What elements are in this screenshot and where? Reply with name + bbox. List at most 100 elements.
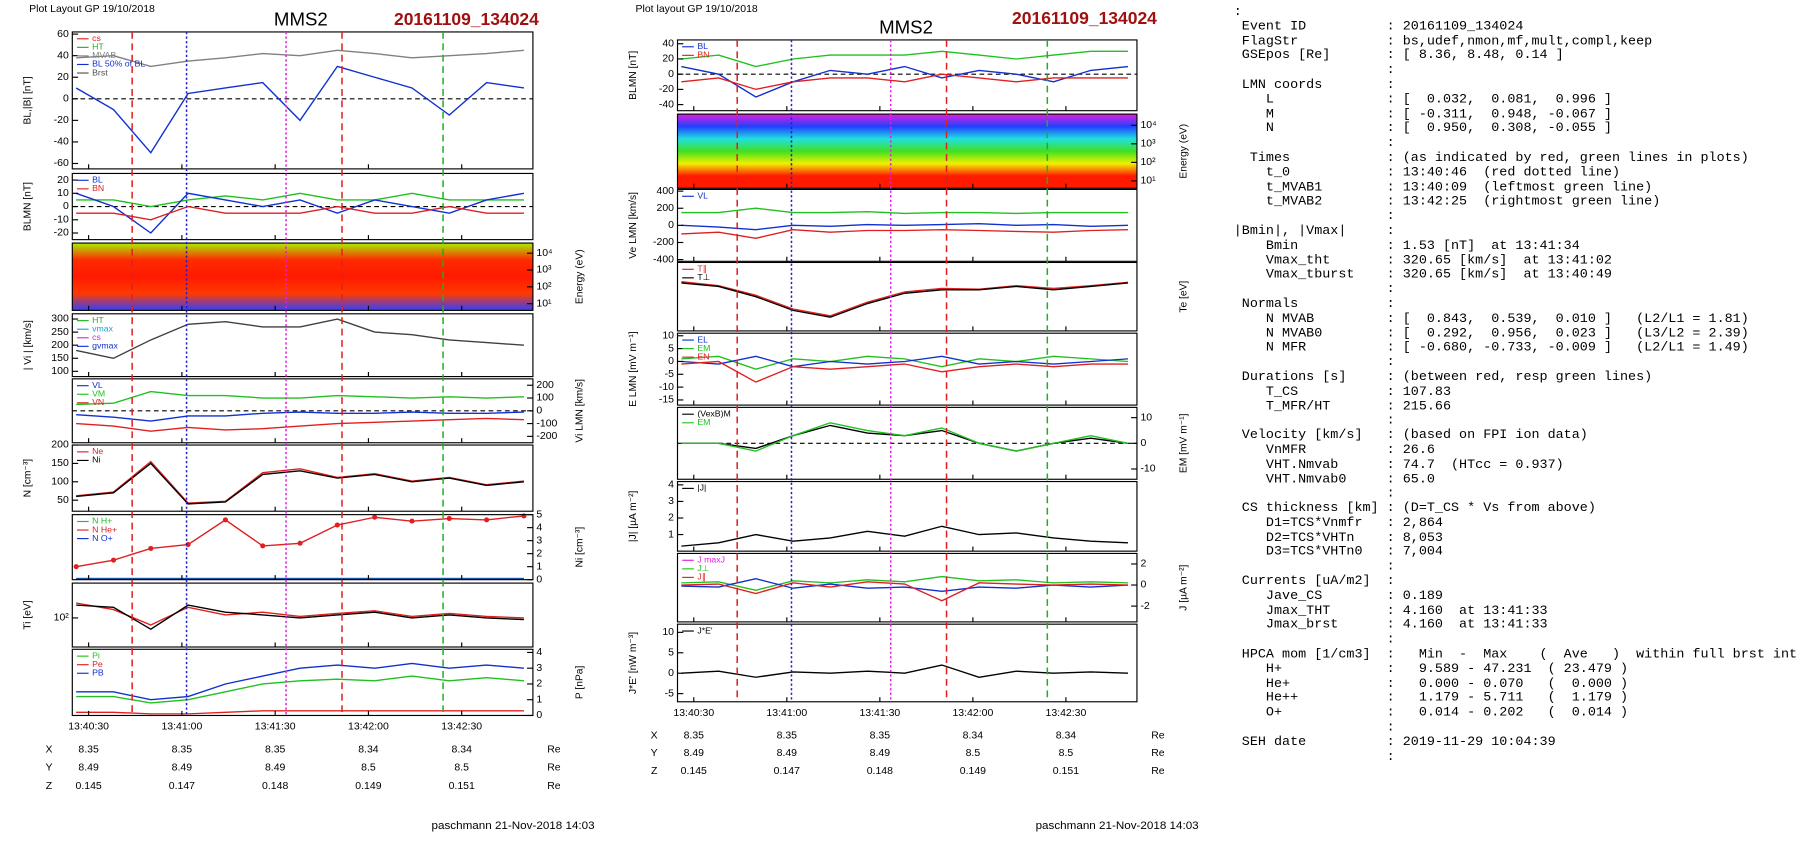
series-line — [75, 192, 525, 234]
y-tick-label: 10 — [662, 627, 674, 638]
y-tick-label: 200 — [536, 380, 554, 391]
y-axis-label: P [nPa] — [574, 666, 585, 700]
ephemeris-value: 8.34 — [358, 744, 379, 755]
series-line — [76, 602, 524, 626]
y-tick-label: -200 — [653, 237, 674, 248]
legend-label: gvmax — [92, 341, 118, 351]
y-tick-label: 0 — [536, 710, 542, 721]
info-line: t_MVAB1 : 13:40:09 (leftmost green line) — [1233, 179, 1653, 195]
x-tick-label: 13:42:30 — [1046, 708, 1087, 719]
y-tick-label: 1 — [536, 695, 542, 706]
legend-label: J maxJ — [697, 555, 725, 565]
data-point — [446, 516, 452, 522]
y-tick-label: 200 — [51, 440, 69, 451]
y-tick-label: 2 — [536, 679, 542, 690]
info-line: D1=TCS*Vnmfr : 2,864 — [1233, 515, 1443, 531]
series-line — [681, 65, 1129, 98]
y-tick-label: 200 — [657, 203, 675, 214]
y-tick-label: 0 — [1140, 438, 1146, 449]
y-axis-label: Ni [cm⁻³] — [574, 527, 585, 568]
series-line — [681, 207, 1128, 215]
series-line — [76, 192, 524, 208]
y-tick-label: -10 — [1140, 464, 1155, 475]
legend-label: HT — [92, 42, 104, 52]
header-probe: MMS2 — [879, 17, 933, 38]
legend-label: VL — [92, 380, 103, 390]
y-axis-label: BLMN [nT] — [23, 182, 34, 231]
info-line: D2=TCS*VHTn : 8,053 — [1233, 530, 1443, 546]
ephemeris-label: X — [45, 744, 52, 755]
y-axis-label: Te [eV] — [1178, 281, 1189, 313]
ephemeris-value: 8.49 — [870, 748, 891, 759]
series-line — [681, 355, 1129, 370]
info-line: Jave_CS : 0.189 — [1233, 588, 1443, 604]
y-tick-label: 0 — [63, 201, 69, 212]
series-line — [76, 411, 524, 422]
panel-frame — [71, 242, 534, 311]
info-line: |Bmin|, |Vmax| : — [1233, 223, 1395, 239]
legend-label: cs — [92, 332, 101, 342]
y-tick-label: 0 — [536, 406, 542, 417]
info-line: O+ : 0.014 - 0.202 ( 0.014 ) — [1233, 705, 1629, 721]
y-tick-label: 400 — [657, 186, 675, 197]
ephemeris-value: 0.145 — [681, 766, 707, 777]
legend-label: HT — [92, 315, 104, 325]
legend-label: Pe — [92, 659, 103, 669]
y-tick-label: 40 — [662, 39, 674, 50]
legend-label: EL — [697, 334, 708, 344]
info-line: : — [1233, 135, 1395, 151]
y-tick-label: -400 — [653, 254, 674, 265]
y-axis-label: BL,|B| [nT] — [23, 76, 34, 124]
footer: paschmann 21-Nov-2018 14:03 — [1036, 820, 1199, 832]
legend-label: J⊥ — [697, 563, 709, 573]
info-line: He+ : 0.000 - 0.070 ( 0.000 ) — [1233, 676, 1629, 692]
info-line: : — [1233, 355, 1395, 370]
ephemeris-value: 8.5 — [1059, 748, 1074, 759]
y-tick-label: 1 — [668, 529, 674, 540]
series-line — [76, 710, 524, 715]
x-tick-label: 13:40:30 — [68, 722, 109, 733]
y-tick-label: 2 — [536, 548, 542, 559]
panel: -400 -200 0 200 400 Ve LMN [km/s] VL — [628, 186, 1138, 265]
spectrogram — [677, 114, 1137, 189]
y-tick-label: 10² — [536, 282, 552, 293]
info-line: Vmax_tburst : 320.65 [km/s] at 13:40:49 — [1233, 267, 1612, 283]
data-point — [260, 543, 266, 549]
header-layout: Plot Layout GP 19/10/2018 — [29, 4, 155, 15]
ephemeris-value: 0.147 — [169, 781, 195, 792]
ephemeris-unit: Re — [1151, 748, 1165, 759]
panel: 0 1 2 3 4 5 Ni [cm⁻³] N H+N He+N O+ — [71, 509, 585, 585]
x-tick-label: 13:42:00 — [348, 722, 389, 733]
ephemeris-value: 8.35 — [777, 731, 798, 742]
info-line: : — [1233, 5, 1242, 20]
legend-label: MVAB — [92, 50, 116, 60]
y-tick-label: 250 — [51, 327, 69, 338]
y-axis-label: EM [mV m⁻¹] — [1178, 413, 1189, 473]
series-line — [75, 318, 524, 360]
info-line: : — [1233, 486, 1395, 502]
ephemeris-value: 8.49 — [777, 748, 798, 759]
series-line — [681, 50, 1128, 68]
y-axis-label: J*E' [nW m⁻³] — [628, 632, 639, 694]
info-line: Event ID : 20161109_134024 — [1233, 19, 1524, 35]
legend-label: (VexB)M — [697, 409, 730, 419]
series-line — [681, 280, 1129, 317]
legend-label: Pi — [92, 650, 100, 660]
y-tick-label: 10¹ — [536, 298, 552, 309]
legend-label: N O+ — [92, 533, 113, 543]
y-axis-label: N [cm⁻³] — [23, 459, 34, 498]
data-point — [372, 514, 378, 520]
ephemeris-value: 8.35 — [78, 744, 99, 755]
panel-frame — [676, 332, 1138, 406]
info-line: VnMFR : 26.6 — [1233, 442, 1435, 458]
y-tick-label: 10⁴ — [536, 248, 552, 259]
ephemeris-value: 0.151 — [1053, 766, 1079, 777]
legend-label: T⊥ — [697, 272, 710, 282]
series-line — [681, 424, 1129, 452]
info-line: Currents [uA/m2] : — [1233, 574, 1395, 589]
y-axis-label: |J| [µA m⁻²] — [628, 491, 639, 543]
